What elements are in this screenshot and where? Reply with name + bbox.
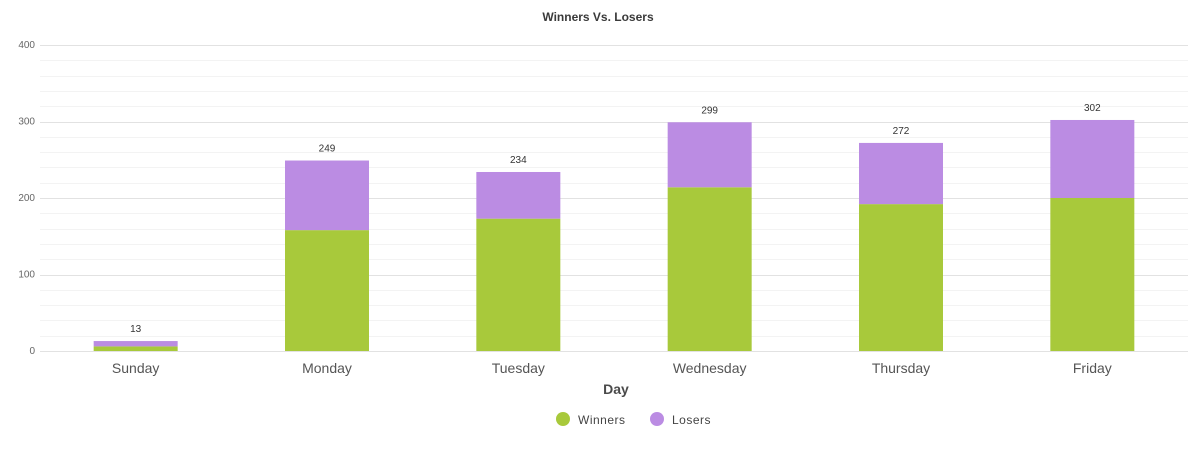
legend-label: Losers (672, 413, 711, 427)
y-axis: 0 100 200 300 400 (18, 40, 35, 357)
bar-losers-sunday[interactable] (93, 341, 178, 347)
bar-winners-sunday[interactable] (93, 346, 178, 351)
bar-losers-friday[interactable] (1050, 119, 1135, 198)
legend-marker (556, 412, 570, 426)
legend-marker (650, 412, 664, 426)
x-tick-label: Tuesday (492, 360, 545, 376)
total-label: 299 (701, 105, 718, 116)
y-tick-label: 400 (18, 40, 35, 51)
grid-lines (40, 45, 1188, 352)
bar-winners-thursday[interactable] (859, 204, 943, 351)
bar-winners-wednesday[interactable] (667, 187, 752, 351)
bars (93, 119, 1135, 351)
x-axis: Sunday Monday Tuesday Wednesday Thursday Frid… (112, 360, 1112, 376)
bar-winners-tuesday[interactable] (476, 218, 561, 351)
bar-winners-friday[interactable] (1050, 198, 1135, 351)
x-tick-label: Monday (302, 360, 352, 376)
legend-item-losers[interactable]: Losers (650, 412, 711, 427)
x-axis-title: Day (603, 381, 629, 397)
legend: Winners Losers (556, 412, 711, 427)
x-tick-label: Wednesday (673, 360, 747, 376)
x-tick-label: Sunday (112, 360, 159, 376)
y-tick-label: 0 (29, 346, 35, 357)
total-label: 13 (130, 324, 142, 335)
bar-losers-monday[interactable] (285, 160, 369, 231)
total-label: 249 (319, 144, 336, 155)
total-label: 234 (510, 155, 527, 166)
bar-losers-thursday[interactable] (859, 142, 943, 205)
total-label: 302 (1084, 103, 1101, 114)
total-labels: 13 249 234 299 272 302 (130, 103, 1101, 335)
y-tick-label: 300 (18, 117, 35, 128)
bar-losers-tuesday[interactable] (476, 171, 561, 219)
x-tick-label: Thursday (872, 360, 930, 376)
y-tick-label: 200 (18, 193, 35, 204)
legend-label: Winners (578, 413, 626, 427)
x-tick-label: Friday (1073, 360, 1112, 376)
y-tick-label: 100 (18, 270, 35, 281)
total-label: 272 (893, 126, 910, 137)
legend-item-winners[interactable]: Winners (556, 412, 626, 427)
chart-title: Winners Vs. Losers (542, 10, 654, 24)
bar-losers-wednesday[interactable] (667, 122, 752, 188)
bar-winners-monday[interactable] (285, 230, 369, 351)
